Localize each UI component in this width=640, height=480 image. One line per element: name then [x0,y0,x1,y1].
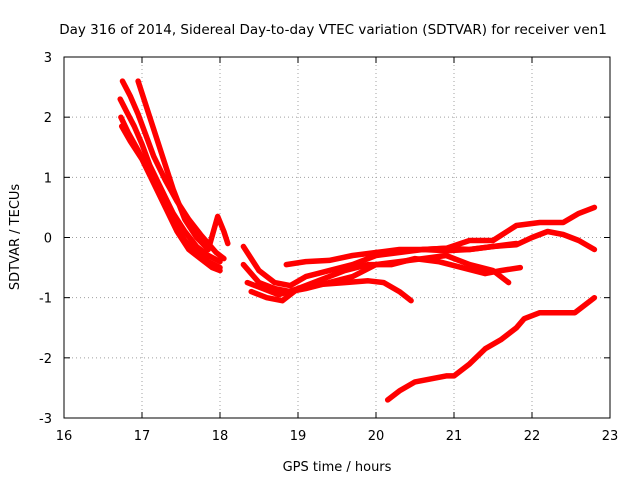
series-pass-8 [244,278,414,304]
y-tick-label: -3 [39,412,52,427]
series-pass-1 [119,78,227,262]
x-tick-label: 22 [524,429,541,444]
series-pass-7 [240,252,512,295]
y-tick-label: -1 [39,292,52,307]
series-pass-5 [135,78,231,253]
series-pass-4 [118,123,223,274]
chart-title: Day 316 of 2014, Sidereal Day-to-day VTE… [59,22,607,38]
y-tick-label: -2 [39,352,52,367]
x-tick-label: 21 [446,429,463,444]
x-tick-label: 20 [368,429,385,444]
series-pass-2 [117,96,223,265]
y-tick-label: 1 [44,171,52,186]
x-axis-label: GPS time / hours [283,460,392,475]
x-tick-label: 16 [56,429,73,444]
y-tick-label: 3 [44,51,52,66]
x-tick-label: 17 [134,429,151,444]
series-pass-9 [248,255,524,304]
x-tick-label: 18 [212,429,229,444]
y-axis-label: SDTVAR / TECUs [8,184,23,291]
x-tick-label: 23 [602,429,619,444]
series-pass-11 [420,228,598,253]
x-tick-label: 19 [290,429,307,444]
y-tick-label: 0 [44,232,52,247]
series-layer [117,78,598,403]
plot-frame [63,56,611,419]
y-tick-label: 2 [44,111,52,126]
series-pass-12 [384,294,598,403]
